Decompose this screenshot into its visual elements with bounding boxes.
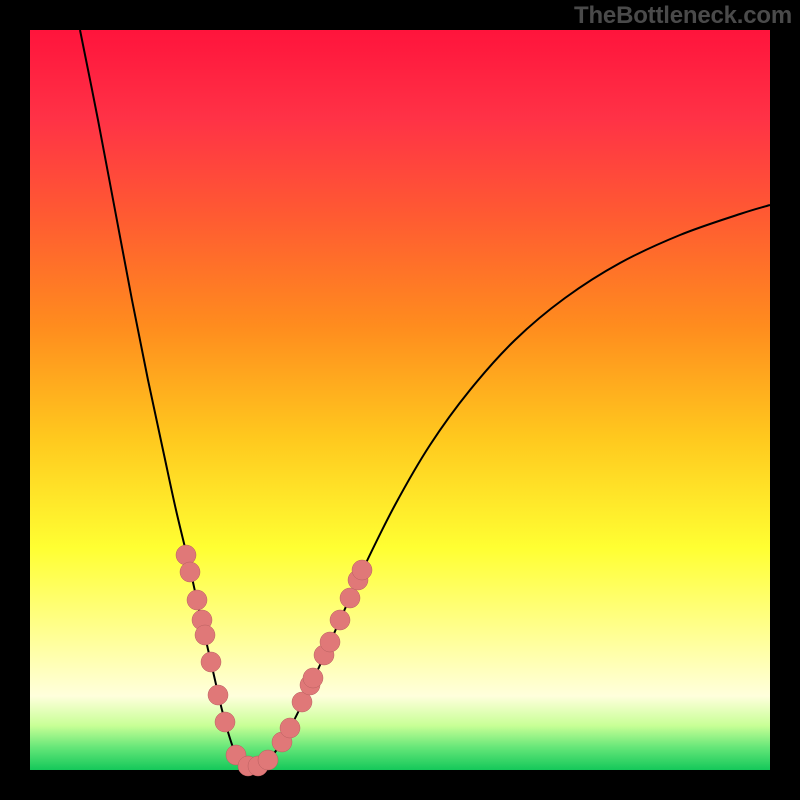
data-marker <box>303 668 323 688</box>
data-marker <box>258 750 278 770</box>
data-marker <box>215 712 235 732</box>
plot-background <box>30 30 770 770</box>
data-marker <box>180 562 200 582</box>
data-marker <box>330 610 350 630</box>
chart-container: { "canvas": { "width": 800, "height": 80… <box>0 0 800 800</box>
data-marker <box>352 560 372 580</box>
chart-svg <box>0 0 800 800</box>
data-marker <box>208 685 228 705</box>
data-marker <box>320 632 340 652</box>
data-marker <box>201 652 221 672</box>
data-marker <box>280 718 300 738</box>
data-marker <box>187 590 207 610</box>
data-marker <box>195 625 215 645</box>
data-marker <box>176 545 196 565</box>
data-marker <box>340 588 360 608</box>
watermark-text: TheBottleneck.com <box>574 2 792 30</box>
